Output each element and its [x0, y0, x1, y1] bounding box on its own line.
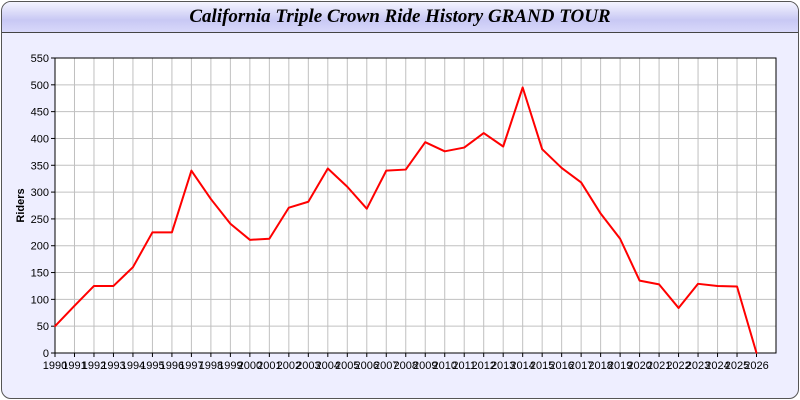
- x-tick-label: 1992: [82, 360, 106, 372]
- x-tick-label: 2002: [277, 360, 301, 372]
- x-tick-label: 2018: [588, 360, 612, 372]
- data-point: [327, 167, 329, 170]
- data-point: [560, 167, 563, 169]
- data-point: [132, 266, 134, 268]
- x-tick-label: 1998: [199, 360, 223, 372]
- x-tick-label: 2024: [705, 360, 729, 372]
- x-tick-label: 2011: [452, 360, 476, 372]
- data-point: [541, 148, 543, 150]
- y-tick-label: 150: [31, 268, 49, 280]
- y-tick-label: 450: [31, 107, 49, 119]
- data-point: [171, 231, 173, 234]
- data-point: [580, 181, 582, 184]
- y-tick-label: 0: [43, 348, 49, 360]
- x-tick-label: 1997: [179, 360, 203, 372]
- x-tick-label: 2019: [608, 360, 632, 372]
- data-point: [229, 222, 232, 225]
- data-point: [482, 132, 485, 134]
- data-point: [365, 207, 368, 210]
- x-tick-label: 2012: [471, 360, 495, 372]
- data-point: [268, 237, 271, 240]
- data-point: [73, 305, 76, 307]
- data-point: [112, 285, 115, 287]
- y-tick-label: 200: [31, 241, 49, 253]
- x-tick-label: 2003: [296, 360, 320, 372]
- x-tick-label: 2000: [238, 360, 262, 372]
- x-tick-label: 1990: [43, 360, 67, 372]
- x-tick-label: 2009: [413, 360, 437, 372]
- x-tick-label: 1993: [101, 360, 125, 372]
- y-tick-label: 350: [31, 160, 49, 172]
- data-point: [697, 283, 699, 285]
- x-tick-label: 2020: [627, 360, 651, 372]
- x-tick-label: 2022: [666, 360, 690, 372]
- x-tick-label: 1994: [121, 360, 145, 372]
- x-tick-label: 2013: [491, 360, 515, 372]
- data-point: [151, 231, 154, 234]
- data-point: [93, 285, 95, 287]
- y-tick-label: 550: [31, 53, 49, 65]
- data-point: [677, 307, 680, 309]
- data-point: [424, 141, 427, 144]
- data-point: [54, 325, 56, 327]
- data-point: [404, 168, 407, 171]
- data-point: [521, 86, 524, 89]
- data-point: [307, 200, 310, 203]
- x-tick-label: 2005: [335, 360, 359, 372]
- y-tick-label: 100: [31, 294, 49, 306]
- x-tick-label: 1991: [62, 360, 86, 372]
- x-tick-label: 2021: [647, 360, 671, 372]
- x-tick-label: 2026: [744, 360, 768, 372]
- x-tick-label: 1995: [140, 360, 164, 372]
- x-tick-label: 2025: [725, 360, 749, 372]
- data-point: [463, 146, 466, 149]
- x-tick-label: 2016: [549, 360, 573, 372]
- y-axis-label: Riders: [15, 188, 27, 222]
- y-tick-label: 50: [37, 321, 49, 333]
- x-tick-label: 2006: [355, 360, 379, 372]
- x-tick-label: 1999: [218, 360, 242, 372]
- x-tick-label: 2004: [316, 360, 340, 372]
- x-tick-label: 2001: [257, 360, 281, 372]
- x-tick-label: 2015: [530, 360, 554, 372]
- title-bar: California Triple Crown Ride History GRA…: [2, 2, 798, 33]
- y-tick-label: 250: [31, 214, 49, 226]
- data-point: [288, 206, 290, 209]
- data-point: [658, 283, 660, 286]
- data-point: [443, 150, 446, 153]
- data-point: [190, 169, 193, 172]
- y-tick-label: 500: [31, 80, 49, 92]
- plot-area: [55, 58, 776, 353]
- data-point: [502, 145, 504, 148]
- data-point: [638, 279, 641, 282]
- data-point: [619, 237, 621, 240]
- x-tick-label: 2007: [374, 360, 398, 372]
- data-point: [249, 239, 251, 241]
- data-point: [210, 198, 212, 200]
- data-point: [385, 169, 388, 172]
- x-tick-label: 2010: [432, 360, 456, 372]
- y-tick-label: 400: [31, 133, 49, 145]
- y-tick-label: 300: [31, 187, 49, 199]
- data-point: [716, 285, 719, 287]
- chart-title: California Triple Crown Ride History GRA…: [189, 6, 611, 27]
- x-tick-label: 2017: [569, 360, 593, 372]
- x-tick-label: 1996: [160, 360, 184, 372]
- data-point: [346, 185, 349, 188]
- x-tick-label: 2008: [394, 360, 418, 372]
- data-point: [755, 352, 758, 354]
- x-tick-label: 2023: [686, 360, 710, 372]
- data-point: [736, 285, 738, 288]
- x-tick-label: 2014: [510, 360, 534, 372]
- data-point: [599, 212, 602, 215]
- plot-border: [54, 57, 777, 354]
